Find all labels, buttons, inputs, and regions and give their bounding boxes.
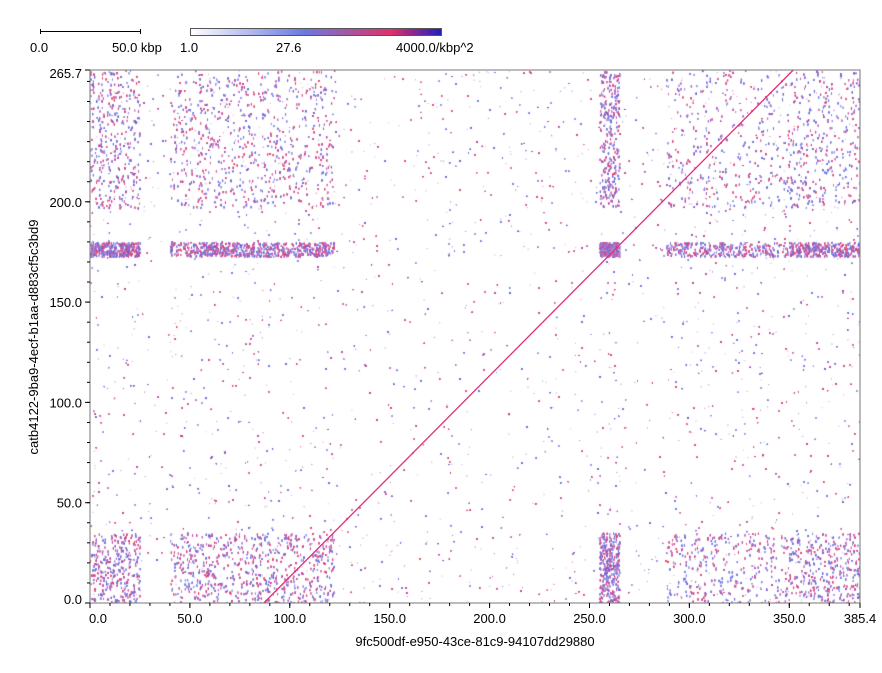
x-tick-label: 250.0	[573, 611, 606, 626]
scale-bar-end-label: 50.0 kbp	[112, 40, 162, 55]
plot-area	[89, 69, 861, 604]
y-tick-label: 150.0	[49, 295, 82, 310]
plot-frame	[89, 69, 861, 604]
scale-bar	[40, 31, 141, 32]
scale-bar-end-tick	[140, 29, 141, 34]
x-axis-title: 9fc500df-e950-43ce-81c9-94107dd29880	[355, 634, 594, 649]
x-tick-label: 50.0	[177, 611, 202, 626]
y-tick-label: 265.7	[49, 66, 82, 81]
y-tick-label: 50.0	[57, 496, 82, 511]
x-tick-label: 350.0	[773, 611, 806, 626]
scale-bar-start-tick	[40, 29, 41, 34]
y-tick-label: 100.0	[49, 395, 82, 410]
x-tick-label: 300.0	[673, 611, 706, 626]
x-tick-label: 100.0	[274, 611, 307, 626]
x-tick-label: 150.0	[373, 611, 406, 626]
colorbar-label-mid: 27.6	[276, 40, 302, 55]
x-tick-label: 200.0	[473, 611, 506, 626]
scale-bar-start-label: 0.0	[30, 40, 49, 55]
x-tick-label: 0.0	[89, 611, 107, 626]
colorbar	[190, 28, 442, 36]
y-axis-title: catb4122-9ba9-4ecf-b1aa-d883cf5c3bd9	[26, 220, 41, 455]
colorbar-label-min: 1.0	[180, 40, 199, 55]
axes: 0.0 50.0 100.0 150.0 200.0 250.0 300.0 350.0 385…	[49, 66, 876, 626]
diagonal-alignment	[263, 69, 794, 604]
colorbar-label-max: 4000.0/kbp^2	[396, 40, 474, 55]
match-dots	[90, 70, 860, 603]
y-tick-label: 0.0	[64, 592, 82, 607]
x-tick-label: 385.4	[844, 611, 877, 626]
y-tick-label: 200.0	[49, 195, 82, 210]
